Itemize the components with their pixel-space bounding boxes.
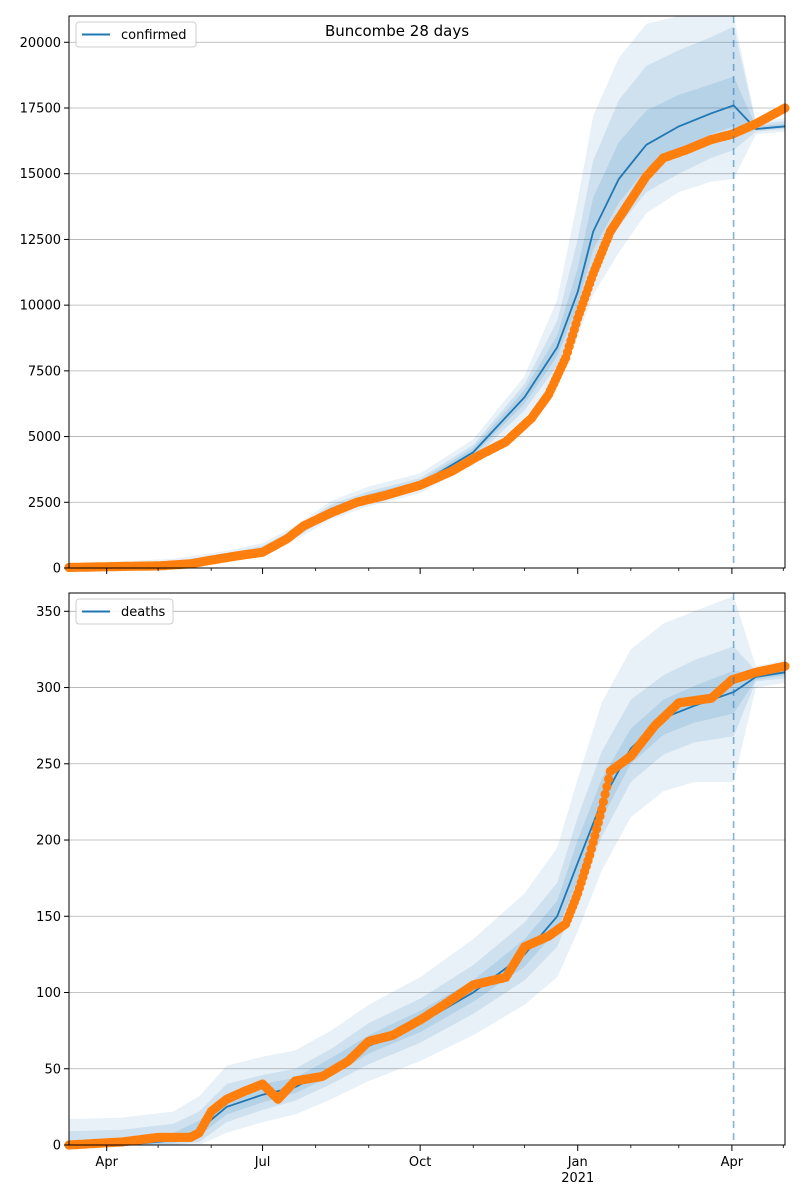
confirmed-y-tick-label-2: 5000 — [28, 430, 61, 445]
deaths-y-ticks: 0 50 100 150 200 250 300 350 — [36, 605, 69, 1154]
x-tick-label-4: Apr — [721, 1155, 744, 1170]
deaths-plot-frame — [68, 592, 786, 1146]
confirmed-y-tick-label-0: 0 — [53, 562, 61, 577]
x-tick-label-3: Jan — [567, 1155, 588, 1170]
deaths-y-tick-label-0: 0 — [53, 1139, 61, 1154]
confirmed-legend-box — [75, 21, 197, 48]
x-tick-label-1: Jul — [254, 1155, 271, 1170]
deaths-observed-point-315 — [604, 774, 614, 784]
confirmed-panel: 0 2500 5000 7500 10000 12500 15000 17500 20000 c… — [20, 15, 790, 577]
deaths-y-tick-label-1: 50 — [44, 1062, 61, 1077]
confirmed-y-tick-label-6: 15000 — [20, 167, 61, 182]
confirmed-uncertainty-band-1 — [69, 26, 785, 568]
deaths-legend-label: deaths — [121, 605, 166, 620]
deaths-points — [64, 661, 790, 1150]
x-tick-label-0: Apr — [95, 1155, 118, 1170]
confirmed-legend-label: confirmed — [121, 28, 187, 43]
deaths-observed-point-313 — [600, 789, 610, 799]
deaths-observed-point-312 — [598, 797, 609, 807]
deaths-y-tick-label-6: 300 — [36, 681, 61, 696]
confirmed-y-ticks: 0 2500 5000 7500 10000 12500 15000 17500 20000 — [20, 36, 69, 577]
confirmed-y-tick-label-1: 2500 — [28, 496, 61, 511]
deaths-observed-point-311 — [597, 804, 607, 815]
x-tick-label-2: Oct — [409, 1155, 431, 1170]
confirmed-bands — [69, 16, 785, 568]
confirmed-y-tick-label-8: 20000 — [20, 36, 61, 51]
confirmed-uncertainty-band-0 — [69, 16, 785, 568]
confirmed-plot-frame — [68, 15, 786, 569]
deaths-observed-point-314 — [602, 782, 612, 792]
deaths-uncertainty-band-0 — [69, 596, 785, 1145]
confirmed-points — [64, 103, 790, 573]
x-tick-sublabel-3: 2021 — [561, 1171, 594, 1186]
figure-title: Buncombe 28 days — [325, 22, 469, 40]
deaths-y-tick-label-5: 250 — [36, 757, 61, 772]
deaths-y-tick-label-2: 100 — [36, 986, 61, 1001]
deaths-y-tick-label-3: 150 — [36, 910, 61, 925]
confirmed-y-tick-label-5: 12500 — [20, 233, 61, 248]
confirmed-y-tick-label-4: 10000 — [20, 299, 61, 314]
confirmed-uncertainty-band-2 — [69, 76, 785, 568]
confirmed-legend: confirmed — [75, 21, 197, 48]
deaths-y-tick-label-4: 200 — [36, 834, 61, 849]
deaths-y-tick-label-7: 350 — [36, 605, 61, 620]
deaths-legend-box — [75, 598, 174, 625]
deaths-legend: deaths — [75, 598, 174, 625]
confirmed-y-tick-label-7: 17500 — [20, 102, 61, 117]
deaths-grid — [69, 610, 785, 1146]
confirmed-y-tick-label-3: 7500 — [28, 364, 61, 379]
